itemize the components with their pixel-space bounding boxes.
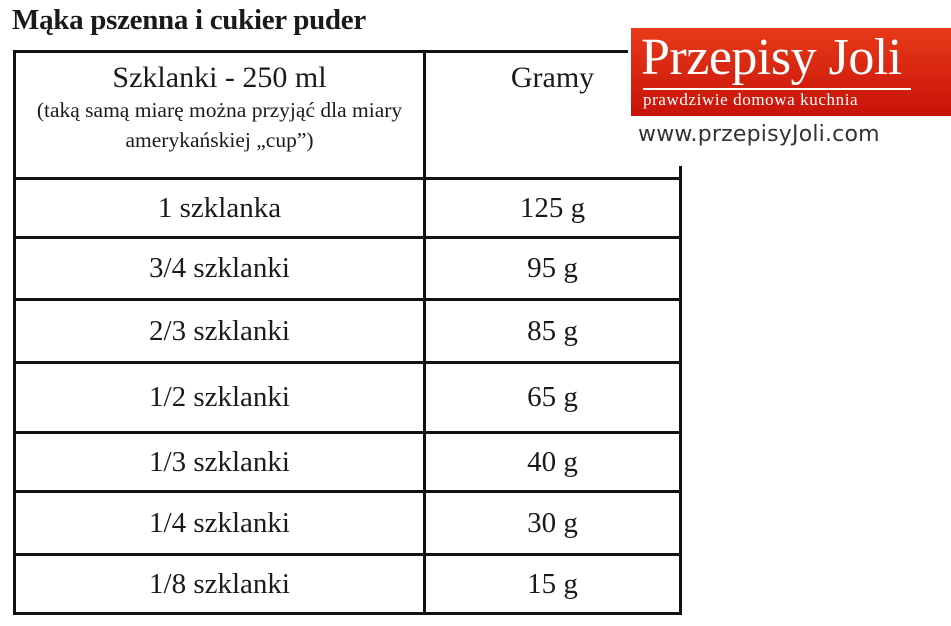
site-logo: Przepisy Joli prawdziwie domowa kuchnia … [628,28,951,166]
table-row: 1/4 szklanki 30 g [13,490,682,556]
grams-cell: 65 g [423,361,682,434]
table-row: 1 szklanka 125 g [13,177,682,239]
measure-cell: 1/4 szklanki [13,490,426,556]
table-row: 1/8 szklanki 15 g [13,553,682,615]
table-row: 3/4 szklanki 95 g [13,236,682,301]
measure-cell: 1 szklanka [13,177,426,239]
logo-banner: Przepisy Joli prawdziwie domowa kuchnia [631,28,951,116]
logo-tagline: prawdziwie domowa kuchnia [643,90,859,109]
logo-brand: Przepisy Joli [641,29,902,86]
grams-cell: 85 g [423,298,682,364]
grams-cell: 95 g [423,236,682,301]
page-title: Mąka pszenna i cukier puder [12,4,366,36]
logo-url: www.przepisyJoli.com [638,122,880,147]
table-row: 1/3 szklanki 40 g [13,431,682,493]
logo-divider [643,88,911,90]
grams-cell: 30 g [423,490,682,556]
measure-cell: 1/3 szklanki [13,431,426,493]
grams-cell: 15 g [423,553,682,615]
measure-cell: 3/4 szklanki [13,236,426,301]
header-cups-note: (taką samą miarę można przyjąć dla miary… [36,98,403,152]
measure-cell: 1/2 szklanki [13,361,426,434]
header-cups: Szklanki - 250 ml (taką samą miarę można… [13,50,426,180]
header-grams-title: Gramy [510,61,595,94]
conversion-table: Szklanki - 250 ml (taką samą miarę można… [13,50,682,615]
grams-cell: 125 g [423,177,682,239]
measure-cell: 2/3 szklanki [13,298,426,364]
header-cups-title: Szklanki - 250 ml [112,61,327,94]
grams-cell: 40 g [423,431,682,493]
measure-cell: 1/8 szklanki [13,553,426,615]
table-header-row: Szklanki - 250 ml (taką samą miarę można… [13,50,682,180]
table-row: 2/3 szklanki 85 g [13,298,682,364]
table-row: 1/2 szklanki 65 g [13,361,682,434]
